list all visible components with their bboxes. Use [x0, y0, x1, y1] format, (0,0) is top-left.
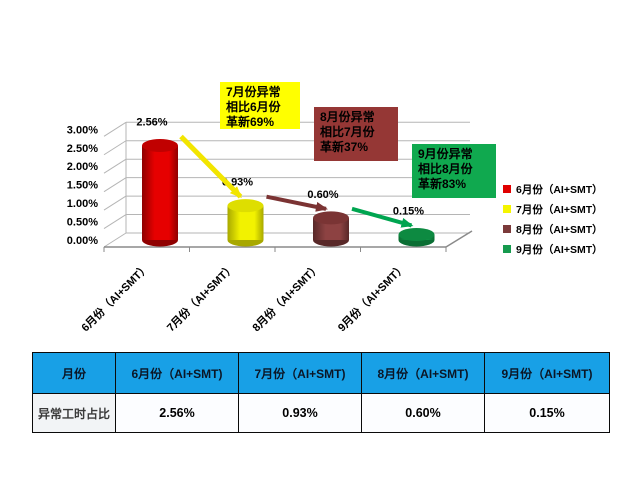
trend-arrow [266, 194, 328, 212]
y-tick-label: 3.00% [67, 124, 98, 136]
floor-edge [445, 230, 473, 248]
trend-arrow [351, 206, 414, 228]
chart-legend: 6月份（AI+SMT） 7月份（AI+SMT） 8月份（AI+SMT） 9月份（… [503, 179, 638, 259]
callout-line: 革新37% [320, 140, 369, 154]
callout-line: 相比6月份 [226, 100, 281, 114]
legend-item: 7月份（AI+SMT） [503, 199, 638, 219]
x-category-label: 9月份（AI+SMT） [335, 260, 409, 334]
table-header-cell: 月份 [32, 352, 116, 394]
table-header-cell: 9月份（AI+SMT) [484, 352, 610, 394]
callout-line: 相比7月份 [320, 125, 375, 139]
value-label: 0.15% [393, 205, 424, 217]
y-tick-label: 2.50% [67, 143, 98, 155]
callout-september: 9月份异常 相比8月份 革新83% [412, 144, 496, 198]
table-header-cell: 7月份（AI+SMT) [238, 352, 362, 394]
table-cell: 0.15% [484, 393, 610, 433]
table-cell: 0.93% [238, 393, 362, 433]
legend-item: 6月份（AI+SMT） [503, 179, 638, 199]
summary-table: 月份 6月份（AI+SMT) 7月份（AI+SMT) 8月份（AI+SMT) 9… [32, 352, 610, 433]
legend-swatch-icon [503, 185, 511, 193]
table-cell: 0.60% [361, 393, 485, 433]
table-header-row: 月份 6月份（AI+SMT) 7月份（AI+SMT) 8月份（AI+SMT) 9… [32, 352, 610, 394]
trend-arrow [179, 134, 243, 199]
y-tick-label: 1.00% [67, 198, 98, 210]
legend-item: 8月份（AI+SMT） [503, 219, 638, 239]
legend-swatch-icon [503, 245, 511, 253]
legend-item: 9月份（AI+SMT） [503, 239, 638, 259]
table-row-label: 异常工时占比 [32, 393, 116, 433]
table-row: 异常工时占比 2.56% 0.93% 0.60% 0.15% [32, 393, 610, 433]
x-category-label: 6月份（AI+SMT） [78, 260, 152, 334]
legend-label: 6月份（AI+SMT） [516, 183, 603, 196]
value-label: 2.56% [136, 117, 167, 129]
legend-swatch-icon [503, 205, 511, 213]
value-label: 0.60% [307, 189, 338, 201]
callout-line: 8月份异常 [320, 110, 375, 124]
cylinder-bar [313, 211, 349, 247]
table-cell: 2.56% [115, 393, 239, 433]
cylinder-bar [142, 139, 178, 247]
callout-line: 9月份异常 [418, 147, 473, 161]
callout-august: 8月份异常 相比7月份 革新37% [314, 107, 398, 161]
y-tick-label: 0.50% [67, 217, 98, 229]
y-tick-label: 0.00% [67, 235, 98, 247]
x-category-label: 8月份（AI+SMT） [249, 260, 323, 334]
table-header-cell: 8月份（AI+SMT) [361, 352, 485, 394]
cylinder-bar [398, 227, 435, 247]
callout-line: 7月份异常 [226, 85, 281, 99]
legend-label: 8月份（AI+SMT） [516, 223, 603, 236]
callout-line: 革新69% [226, 115, 275, 129]
x-category-label: 7月份（AI+SMT） [164, 260, 238, 334]
table-header-cell: 6月份（AI+SMT) [115, 352, 239, 394]
cylinder-bar [227, 199, 264, 247]
legend-swatch-icon [503, 225, 511, 233]
y-tick-label: 1.50% [67, 180, 98, 192]
callout-line: 革新83% [418, 177, 467, 191]
legend-label: 9月份（AI+SMT） [516, 243, 603, 256]
y-tick-label: 2.00% [67, 161, 98, 173]
callout-line: 相比8月份 [418, 162, 473, 176]
legend-label: 7月份（AI+SMT） [516, 203, 603, 216]
callout-july: 7月份异常 相比6月份 革新69% [220, 82, 300, 129]
